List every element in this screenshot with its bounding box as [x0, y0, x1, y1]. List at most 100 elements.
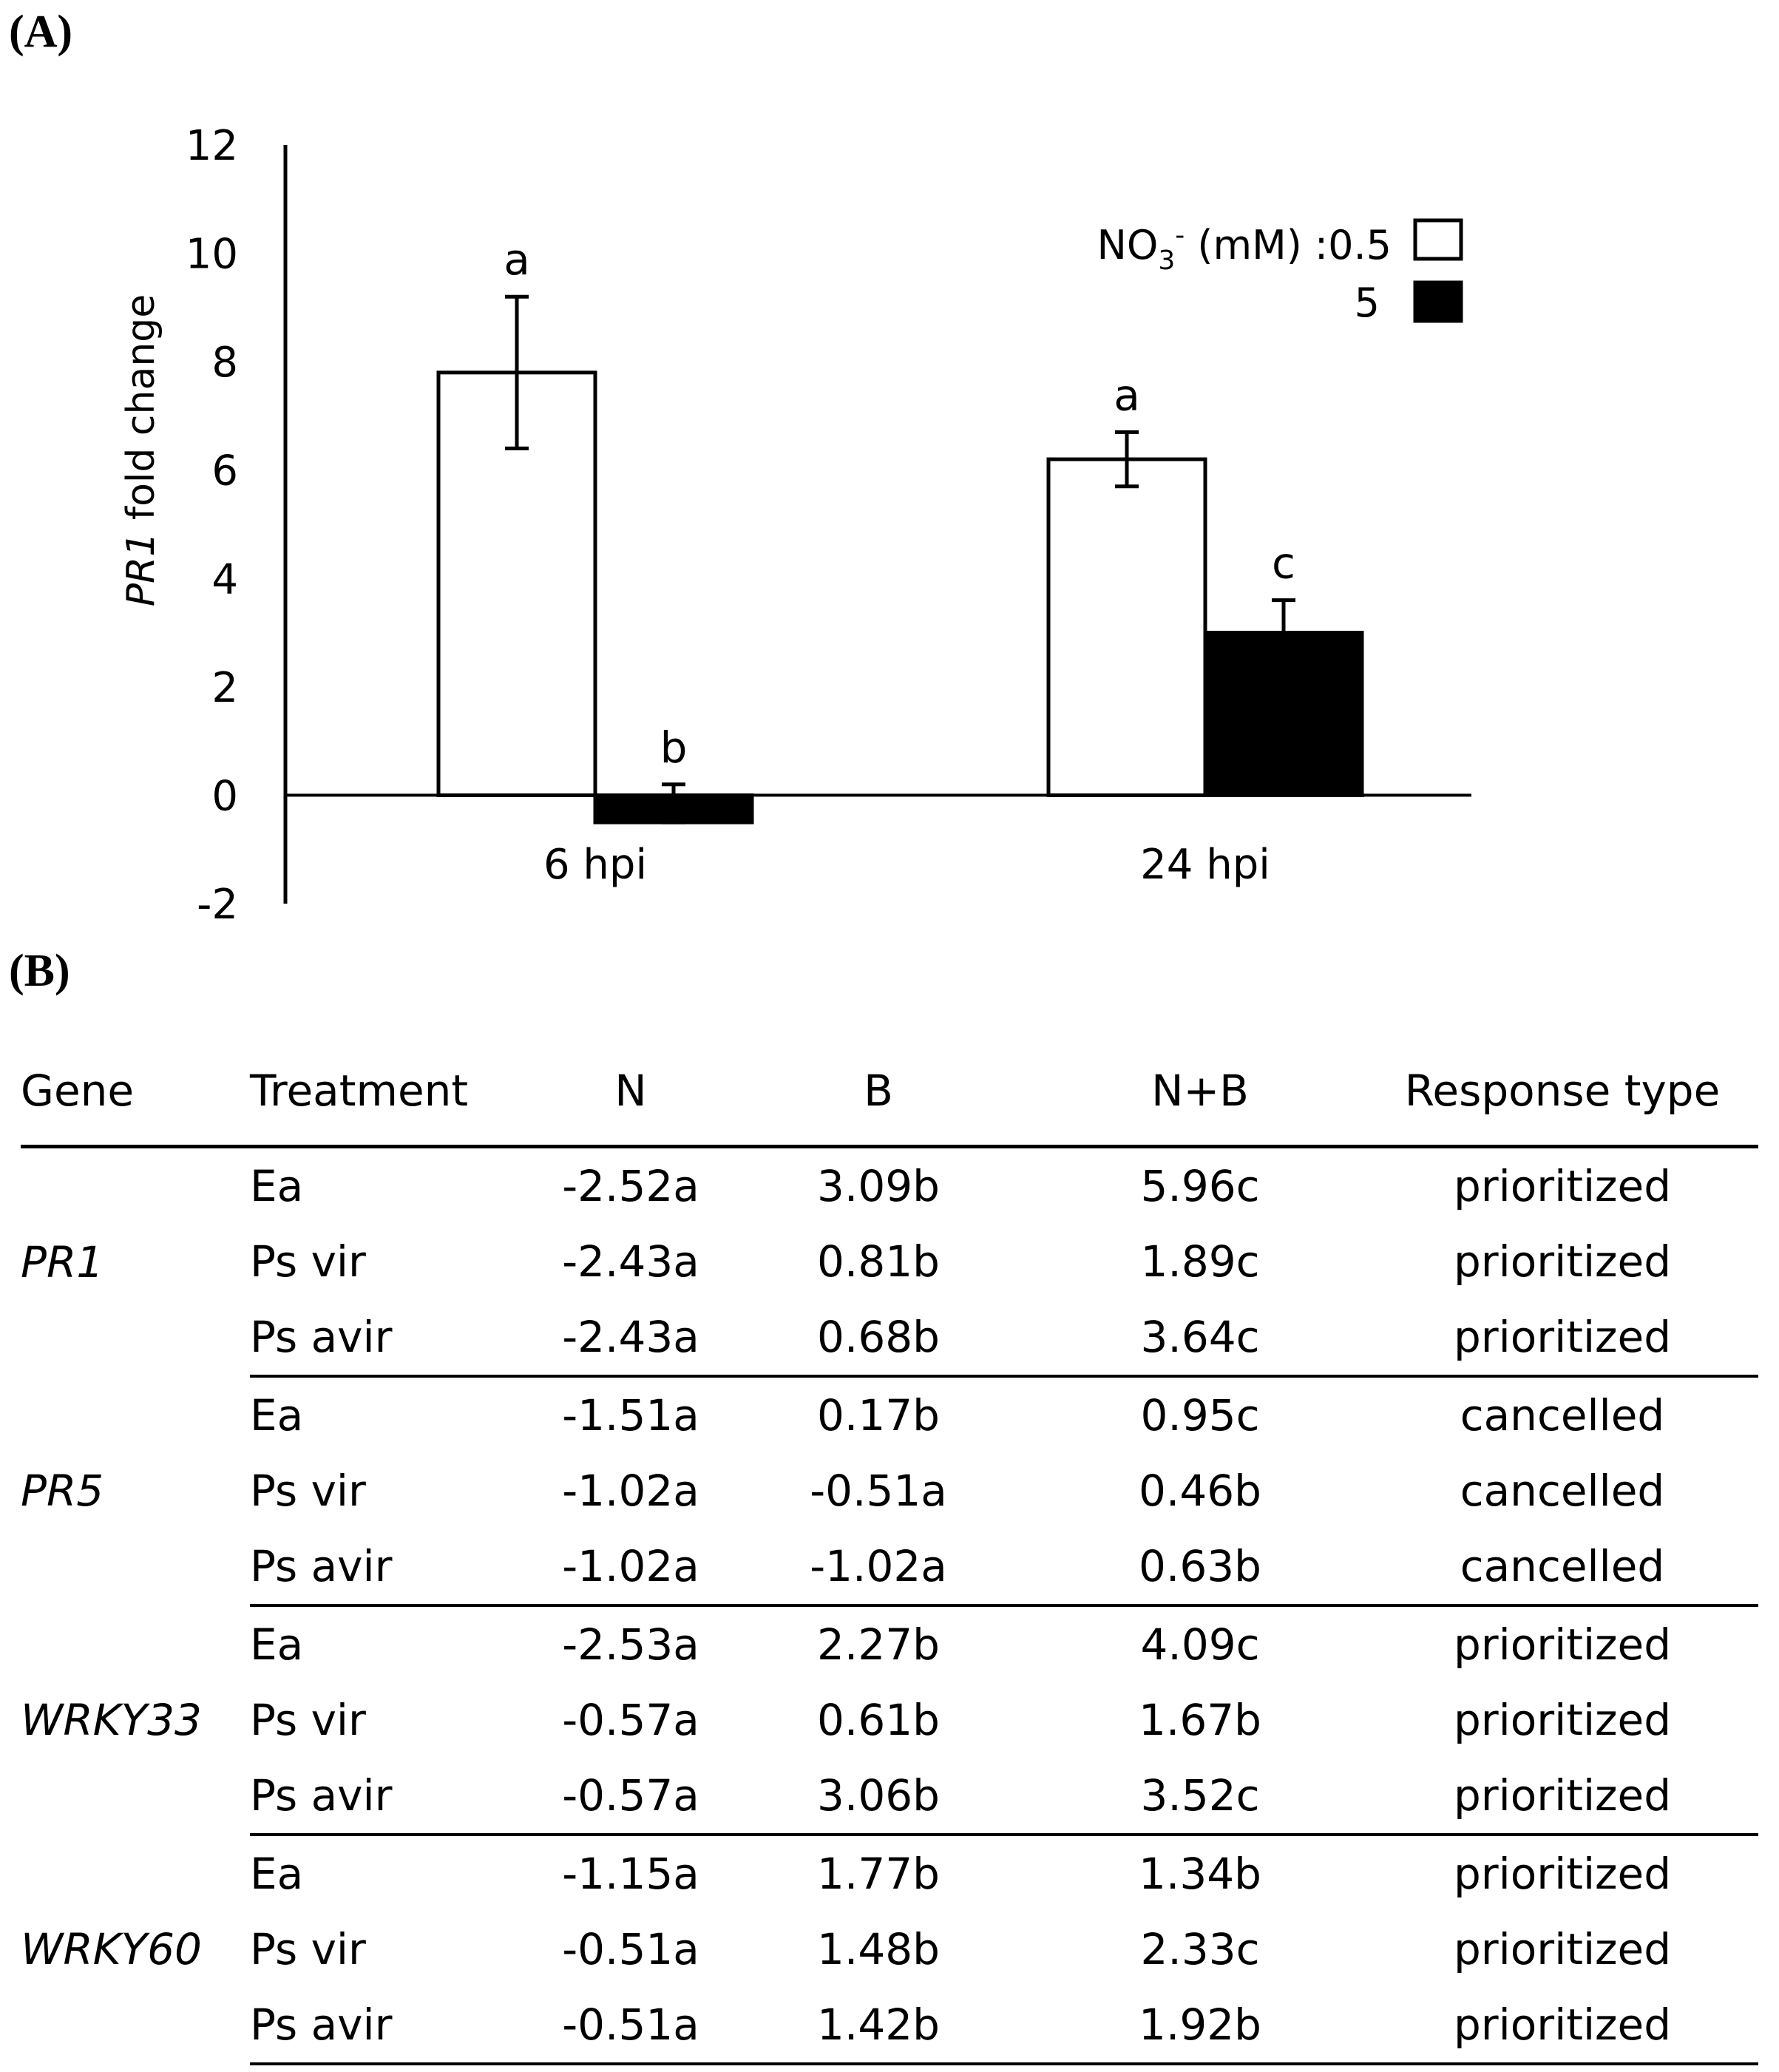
y-tick-label: 2: [211, 664, 238, 712]
response-type-cell: cancelled: [1460, 1466, 1665, 1516]
header-n-plus-b: N+B: [1034, 1050, 1366, 1148]
b-value-cell: 1.77b: [817, 1849, 940, 1899]
table-row: Ps vir -0.57a 0.61b 1.67b prioritized: [21, 1682, 1758, 1758]
n-plus-b-value-cell: 0.95c: [1140, 1390, 1260, 1440]
response-type-cell: prioritized: [1366, 1758, 1758, 1836]
n-value-cell: -2.43a: [562, 1236, 699, 1287]
table-row: PR1 Ea -2.52a 3.09b 5.96c prioritized: [21, 1147, 1758, 1287]
y-tick-label: 8: [211, 339, 238, 387]
response-type-cell: prioritized: [1366, 1299, 1758, 1378]
bar-chart: -2 0 2 4 6 8 10 12 PR1 fold change a b 6 hpi a c 24 hp…: [119, 122, 1471, 929]
n-value-cell: -0.51a: [562, 1924, 699, 1974]
y-tick-label: 0: [211, 772, 238, 820]
gene-expression-table: Gene Treatment N B N+B Response type PR1…: [21, 1050, 1758, 2065]
b-value-cell: 3.06b: [723, 1758, 1034, 1836]
treatment-cell: Ps vir: [250, 1924, 366, 1974]
table-row: Ps avir -0.57a 3.06b 3.52c prioritized: [21, 1758, 1758, 1836]
treatment-cell: Ps avir: [250, 1528, 538, 1607]
table-row: PR5 Ea -1.51a 0.17b 0.95c cancelled: [21, 1376, 1758, 1516]
treatment-cell: Ea: [250, 1161, 304, 1211]
n-plus-b-value-cell: 0.46b: [1139, 1466, 1261, 1516]
n-plus-b-value-cell: 2.33c: [1140, 1924, 1260, 1974]
gene-name-cell: WRKY33: [21, 1695, 202, 1745]
table-row: Ps avir -0.51a 1.42b 1.92b prioritized: [21, 1987, 1758, 2065]
treatment-cell: Ps avir: [250, 1299, 538, 1378]
b-value-cell: -1.02a: [723, 1528, 1034, 1607]
y-tick-label: 4: [211, 555, 238, 603]
legend-swatch-5: [1413, 280, 1463, 323]
n-plus-b-value-cell: 3.52c: [1034, 1758, 1366, 1836]
gene-name-cell: PR1: [21, 1237, 104, 1287]
n-value-cell: -1.15a: [562, 1849, 699, 1899]
header-response-type: Response type: [1366, 1050, 1758, 1148]
n-value-cell: -2.53a: [562, 1619, 699, 1670]
header-b: B: [723, 1050, 1034, 1148]
n-value-cell: -2.43a: [538, 1299, 723, 1378]
n-value-cell: -0.57a: [562, 1695, 699, 1745]
bar: [1046, 457, 1207, 797]
response-type-cell: cancelled: [1460, 1390, 1665, 1440]
table-row: Ps vir -2.43a 0.81b 1.89c prioritized: [21, 1224, 1758, 1299]
treatment-cell: Ps avir: [250, 1758, 538, 1836]
gene-name-cell: WRKY60: [21, 1924, 202, 1974]
treatment-cell: Ps vir: [250, 1466, 366, 1516]
b-value-cell: 0.68b: [723, 1299, 1034, 1378]
n-value-cell: -1.51a: [562, 1390, 699, 1440]
header-gene: Gene: [21, 1050, 250, 1148]
table-row: WRKY60 Ea -1.15a 1.77b 1.34b prioritized: [21, 1835, 1758, 1974]
significance-letter: a: [1114, 370, 1140, 420]
response-type-cell: prioritized: [1453, 1849, 1672, 1899]
legend-title: NO3- (mM) :0.5: [1097, 220, 1392, 276]
n-value-cell: -1.02a: [538, 1528, 723, 1607]
table-row: Ps vir -1.02a -0.51a 0.46b cancelled: [21, 1453, 1758, 1528]
treatment-cell: Ps vir: [250, 1695, 366, 1745]
n-value-cell: -1.02a: [562, 1466, 699, 1516]
treatment-cell: Ea: [250, 1849, 304, 1899]
response-type-cell: prioritized: [1453, 1236, 1672, 1287]
y-tick-label: -2: [197, 881, 238, 929]
n-plus-b-value-cell: 1.92b: [1034, 1987, 1366, 2065]
legend-swatch-0.5: [1413, 218, 1463, 261]
y-tick-label: 12: [186, 122, 238, 170]
response-type-cell: cancelled: [1366, 1528, 1758, 1607]
treatment-cell: Ps avir: [250, 1987, 538, 2065]
treatment-cell: Ea: [250, 1390, 304, 1440]
b-value-cell: 0.17b: [817, 1390, 940, 1440]
gene-name-cell: PR5: [21, 1466, 104, 1516]
table-row: Ps avir -1.02a -1.02a 0.63b cancelled: [21, 1528, 1758, 1607]
b-value-cell: 0.81b: [817, 1236, 940, 1287]
table-row: Ps vir -0.51a 1.48b 2.33c prioritized: [21, 1912, 1758, 1987]
response-type-cell: prioritized: [1366, 1987, 1758, 2065]
x-category-label: 6 hpi: [543, 841, 647, 889]
significance-letter: c: [1272, 538, 1295, 589]
significance-letter: b: [660, 722, 688, 773]
x-category-label: 24 hpi: [1140, 841, 1270, 889]
n-plus-b-value-cell: 1.89c: [1140, 1236, 1260, 1287]
n-plus-b-value-cell: 5.96c: [1140, 1161, 1260, 1211]
b-value-cell: 0.61b: [817, 1695, 940, 1745]
treatment-cell: Ea: [250, 1619, 304, 1670]
response-type-cell: prioritized: [1453, 1161, 1672, 1211]
b-value-cell: 3.09b: [817, 1161, 940, 1211]
significance-letter: a: [504, 234, 530, 285]
panel-b-label: (B): [9, 946, 70, 996]
response-type-cell: prioritized: [1453, 1695, 1672, 1745]
b-value-cell: 2.27b: [817, 1619, 940, 1670]
b-value-cell: 1.48b: [817, 1924, 940, 1974]
n-plus-b-value-cell: 3.64c: [1034, 1299, 1366, 1378]
n-plus-b-value-cell: 0.63b: [1034, 1528, 1366, 1607]
table-header-row: Gene Treatment N B N+B Response type: [21, 1050, 1758, 1148]
n-value-cell: -2.52a: [562, 1161, 699, 1211]
b-value-cell: 1.42b: [723, 1987, 1034, 2065]
legend-label-5: 5: [1355, 280, 1380, 326]
header-n: N: [538, 1050, 723, 1148]
y-tick-label: 10: [186, 231, 238, 279]
header-treatment: Treatment: [250, 1050, 538, 1148]
response-type-cell: prioritized: [1453, 1619, 1672, 1670]
b-value-cell: -0.51a: [810, 1466, 947, 1516]
n-value-cell: -0.57a: [538, 1758, 723, 1836]
n-value-cell: -0.51a: [538, 1987, 723, 2065]
y-tick-label: 6: [211, 447, 238, 495]
treatment-cell: Ps vir: [250, 1236, 366, 1287]
n-plus-b-value-cell: 4.09c: [1140, 1619, 1260, 1670]
